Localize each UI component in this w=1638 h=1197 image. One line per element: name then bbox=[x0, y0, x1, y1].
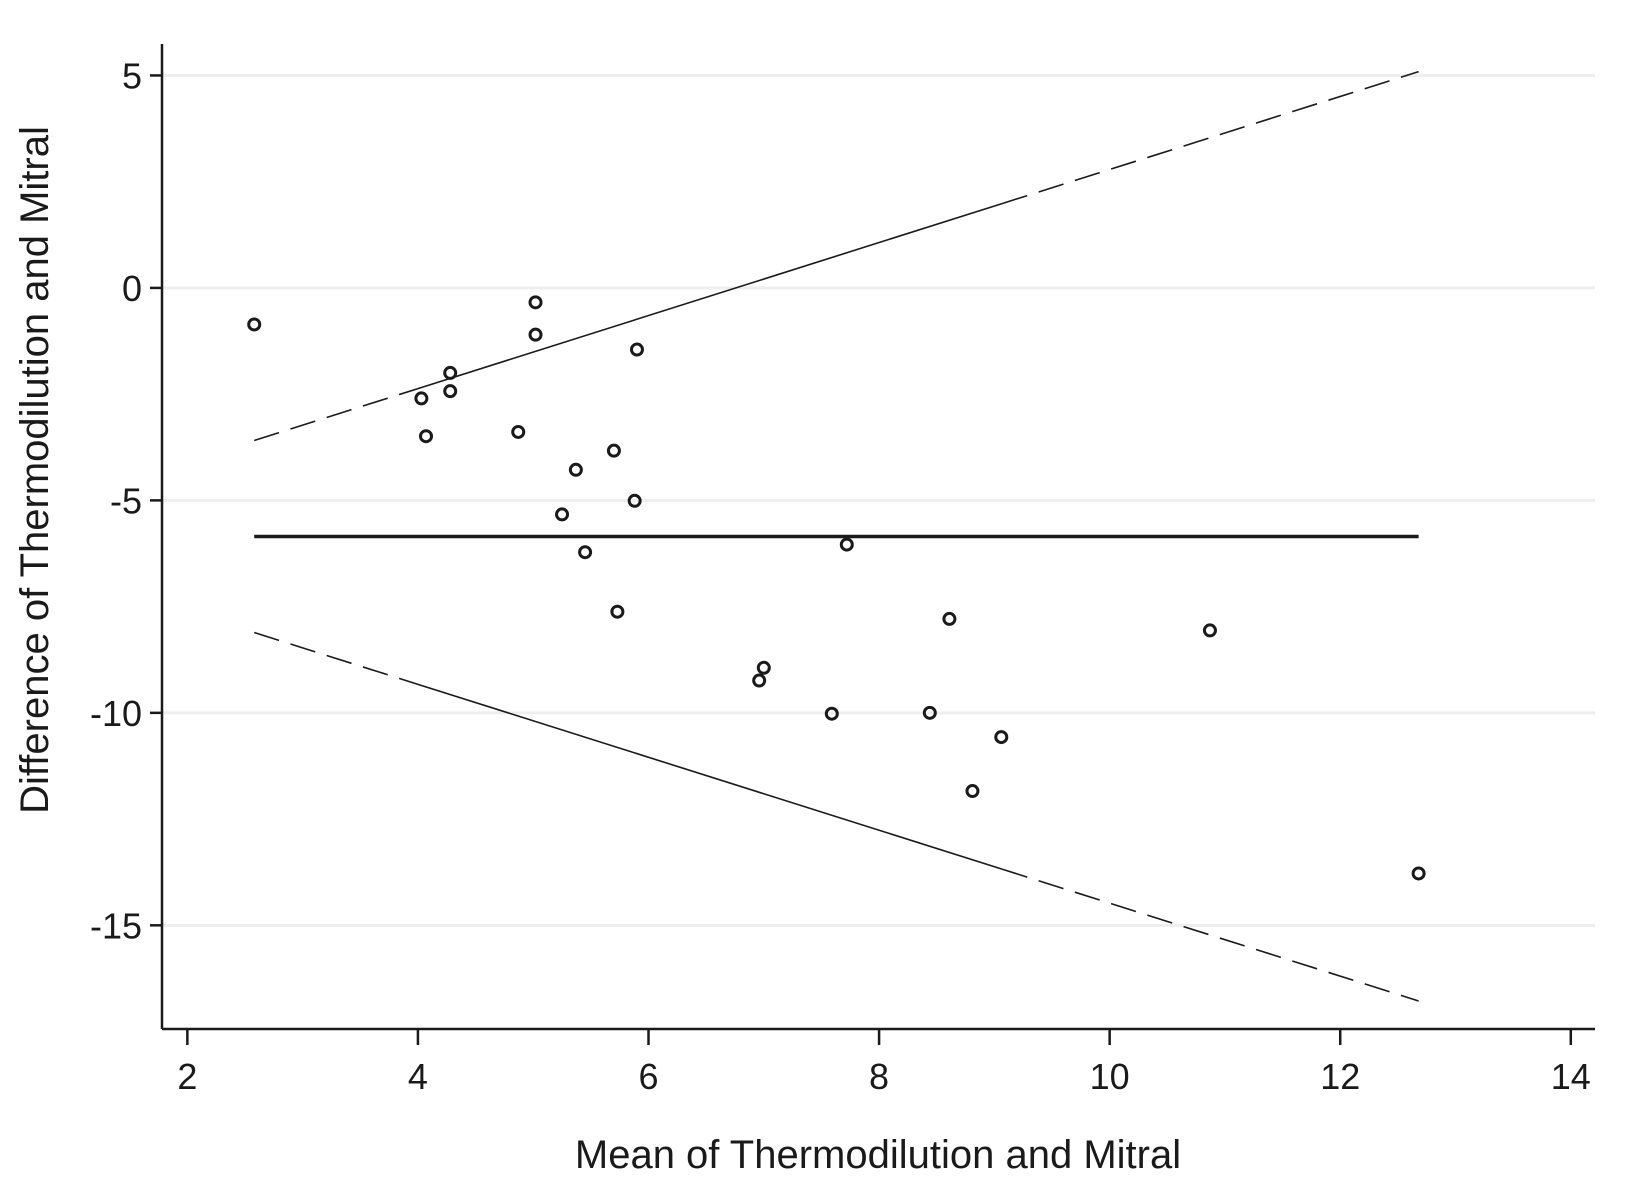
data-point bbox=[528, 295, 543, 310]
y-axis-title: Difference of Thermodilution and Mitral bbox=[13, 126, 57, 814]
data-point bbox=[752, 673, 767, 688]
data-point bbox=[414, 391, 429, 406]
lower-limit-line-dashed bbox=[253, 631, 419, 686]
data-point bbox=[824, 706, 839, 721]
x-tick-label: 6 bbox=[638, 1056, 658, 1097]
data-point bbox=[247, 317, 262, 332]
data-point bbox=[511, 424, 526, 439]
data-point bbox=[942, 611, 957, 626]
data-point bbox=[610, 604, 625, 619]
upper-limit-line-solid bbox=[417, 202, 1003, 390]
data-point bbox=[1411, 866, 1426, 881]
x-tick-label: 14 bbox=[1551, 1056, 1591, 1097]
data-point bbox=[1202, 623, 1217, 638]
x-axis-title: Mean of Thermodilution and Mitral bbox=[575, 1133, 1181, 1177]
data-point bbox=[555, 507, 570, 522]
x-tick-label: 12 bbox=[1320, 1056, 1360, 1097]
data-point bbox=[756, 660, 771, 675]
x-tick-label: 4 bbox=[408, 1056, 428, 1097]
y-tick-label: 0 bbox=[122, 268, 142, 309]
data-point bbox=[578, 545, 593, 560]
lower-limit-line-solid bbox=[417, 683, 1003, 871]
data-point bbox=[419, 429, 434, 444]
data-point bbox=[839, 537, 854, 552]
data-point bbox=[528, 327, 543, 342]
lower-limit-line-dashed bbox=[1002, 868, 1419, 1002]
data-point bbox=[443, 384, 458, 399]
x-tick-label: 8 bbox=[869, 1056, 889, 1097]
y-tick-label: -10 bbox=[90, 693, 142, 734]
y-tick-label: -5 bbox=[110, 480, 142, 521]
data-point bbox=[443, 365, 458, 380]
y-tick-label: 5 bbox=[122, 55, 142, 96]
x-tick-label: 2 bbox=[177, 1056, 197, 1097]
x-tick-label: 10 bbox=[1090, 1056, 1130, 1097]
data-point bbox=[965, 784, 980, 799]
data-point bbox=[606, 443, 621, 458]
y-tick-label: -15 bbox=[90, 905, 142, 946]
upper-limit-line-dashed bbox=[253, 387, 419, 442]
data-point bbox=[994, 730, 1009, 745]
data-point bbox=[922, 705, 937, 720]
data-point bbox=[568, 462, 583, 477]
upper-limit-line-dashed bbox=[1002, 70, 1419, 205]
data-point bbox=[629, 342, 644, 357]
data-point bbox=[627, 493, 642, 508]
